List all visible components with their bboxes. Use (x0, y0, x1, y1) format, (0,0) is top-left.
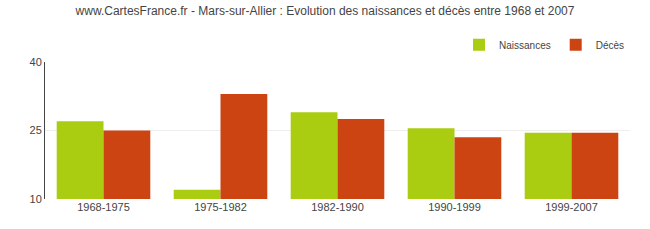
svg-text:25: 25 (30, 124, 42, 136)
svg-text:www.CartesFrance.fr - Mars-sur: www.CartesFrance.fr - Mars-sur-Allier : … (75, 4, 575, 18)
svg-text:10: 10 (30, 193, 42, 205)
svg-text:1968-1975: 1968-1975 (77, 201, 130, 213)
svg-text:Naissances: Naissances (499, 40, 551, 51)
svg-text:1975-1982: 1975-1982 (194, 201, 247, 213)
svg-text:1999-2007: 1999-2007 (545, 201, 598, 213)
svg-text:1990-1999: 1990-1999 (428, 201, 481, 213)
svg-text:Décès: Décès (596, 40, 624, 51)
svg-text:40: 40 (30, 56, 42, 68)
svg-text:1982-1990: 1982-1990 (311, 201, 364, 213)
